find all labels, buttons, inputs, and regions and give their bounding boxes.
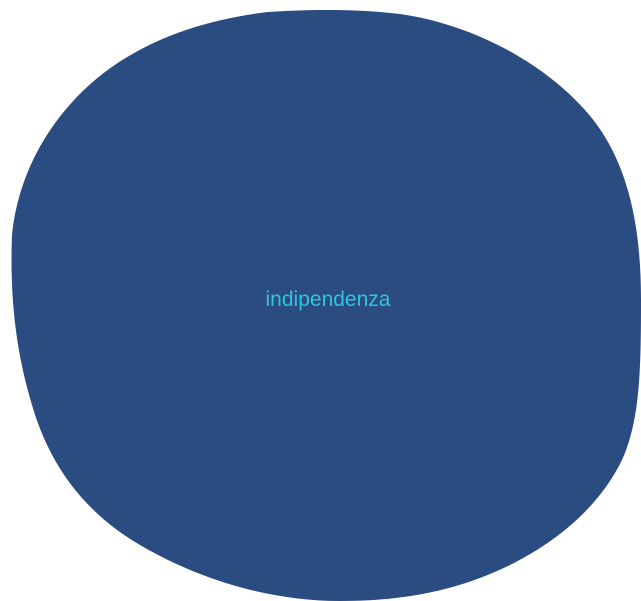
blob-shape[interactable] (11, 10, 641, 601)
blob-label: indipendenza (266, 288, 391, 311)
